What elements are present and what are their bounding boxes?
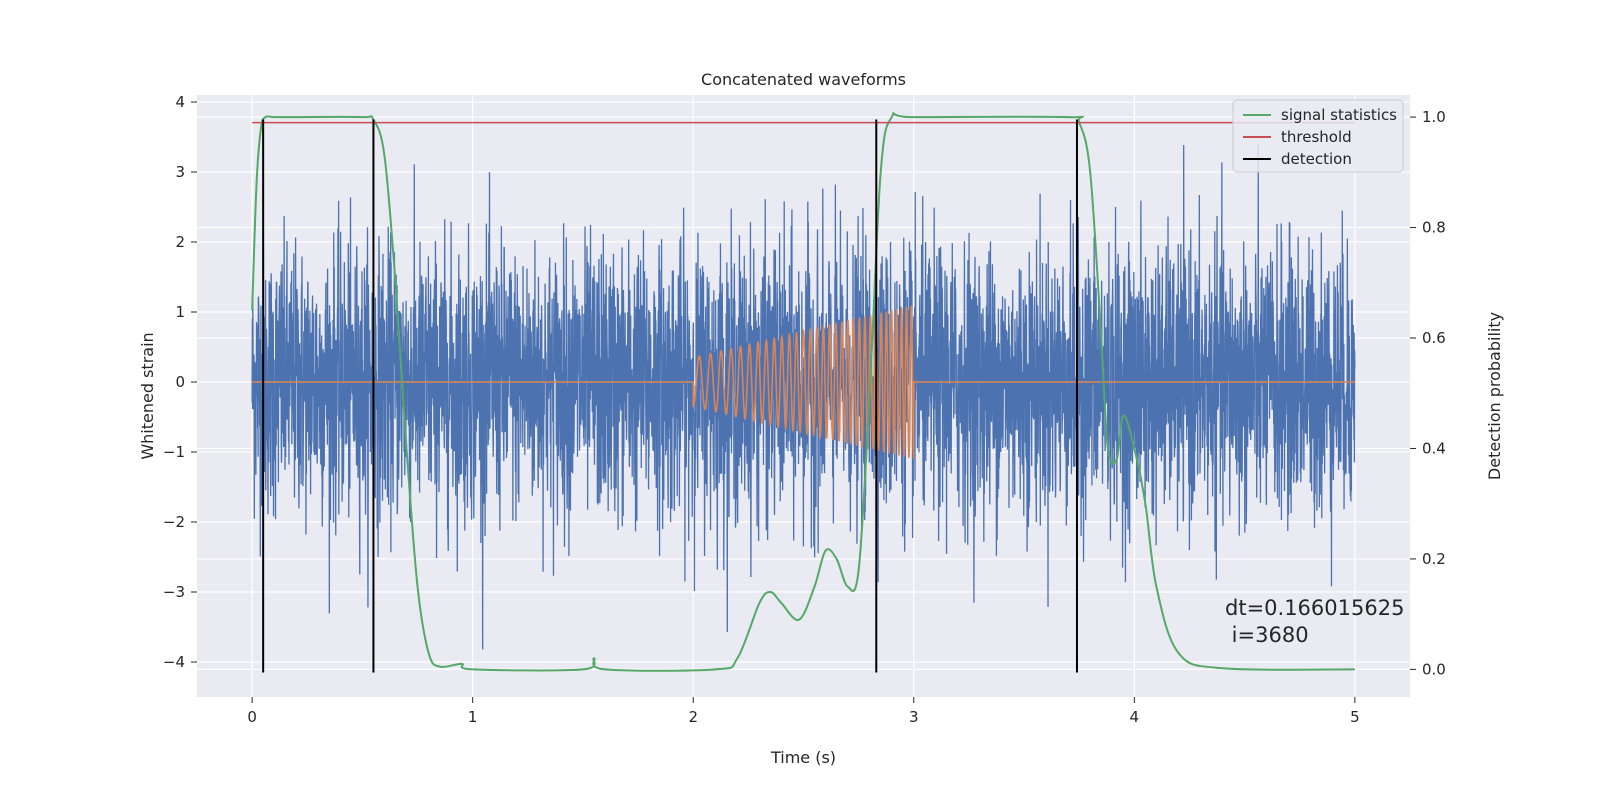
y-tick-label: 3 [175, 163, 185, 181]
legend-label-detection: detection [1281, 150, 1352, 168]
y-tick-label: 2 [175, 233, 185, 251]
strain-series [251, 143, 1356, 650]
strain-line [251, 143, 1356, 650]
x-tick-label: 3 [909, 708, 919, 726]
y-tick-label: −3 [163, 583, 185, 601]
x-tick-label: 5 [1350, 708, 1360, 726]
x-tick-label: 0 [247, 708, 257, 726]
annotation-dt: dt=0.166015625 [1225, 596, 1404, 620]
x-axis-label: Time (s) [770, 748, 836, 767]
x-tick-label: 1 [468, 708, 478, 726]
legend-box [1232, 99, 1404, 173]
y-tick-label: 1 [175, 303, 185, 321]
y-tick-label: 4 [175, 93, 185, 111]
y2-tick-label: 0.0 [1422, 660, 1446, 678]
annotation-i: i=3680 [1225, 623, 1309, 647]
y2-axis-label: Detection probability [1485, 312, 1504, 480]
y-axis-label: Whitened strain [138, 332, 157, 459]
y-tick-label: −4 [163, 653, 185, 671]
detection-lines [262, 119, 1078, 673]
y2-tick-label: 0.8 [1422, 219, 1446, 237]
x-axis-ticks: 0 1 2 3 4 5 [247, 697, 1360, 726]
signal-statistics-series [251, 112, 1355, 672]
y-tick-label: −2 [163, 513, 185, 531]
y-tick-label: 0 [175, 373, 185, 391]
chart-title: Concatenated waveforms [701, 70, 906, 89]
y2-tick-label: 0.4 [1422, 439, 1446, 457]
legend-label-signal-statistics: signal statistics [1281, 106, 1397, 124]
x-tick-label: 4 [1130, 708, 1140, 726]
annotation: dt=0.166015625 i=3680 [1225, 596, 1404, 647]
legend: signal statistics threshold detection [1232, 99, 1404, 173]
signal-statistics-line [251, 112, 1355, 672]
y2-tick-label: 0.2 [1422, 550, 1446, 568]
y2-tick-label: 1.0 [1422, 108, 1446, 126]
legend-label-threshold: threshold [1281, 128, 1352, 146]
y-tick-label: −1 [163, 443, 185, 461]
y2-axis-ticks: 0.0 0.2 0.4 0.6 0.8 1.0 [1410, 108, 1446, 678]
y2-tick-label: 0.6 [1422, 329, 1446, 347]
x-tick-label: 2 [688, 708, 698, 726]
y-axis-ticks: −4 −3 −2 −1 0 1 2 3 4 [163, 93, 197, 671]
